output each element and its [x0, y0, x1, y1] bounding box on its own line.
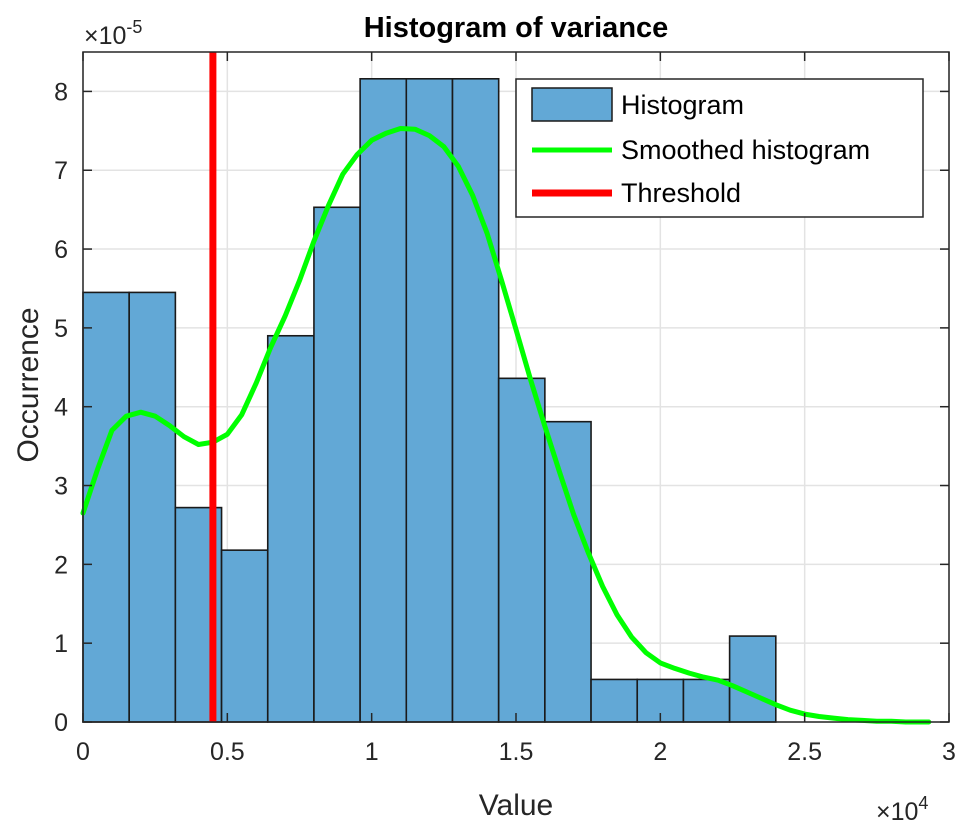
- histogram-bar: [590, 678, 639, 723]
- x-tick-label: 3: [942, 738, 956, 766]
- histogram-bar: [405, 78, 454, 723]
- histogram-bar: [359, 78, 408, 723]
- y-tick-label: 7: [54, 157, 68, 185]
- smoothed-histogram-line: [80, 126, 932, 725]
- histogram-bar: [220, 549, 269, 723]
- x-tick-label: 1: [365, 738, 379, 766]
- y-tick-label: 8: [54, 78, 68, 106]
- histogram-bar: [82, 291, 130, 723]
- y-tick-label: 5: [54, 315, 68, 343]
- y-tick-label: 4: [54, 394, 68, 422]
- histogram-bar: [313, 206, 361, 723]
- x-multiplier: ×104: [876, 793, 928, 825]
- histogram-bar: [636, 678, 685, 723]
- x-tick-labels: 0 0.5 1 1.5 2 2.5 3: [76, 738, 956, 766]
- legend-label-histogram: Histogram: [621, 90, 744, 120]
- histogram-bar: [728, 635, 777, 723]
- chart-title: Histogram of variance: [364, 12, 669, 44]
- legend-label-threshold: Threshold: [621, 178, 741, 208]
- y-axis-label: Occurrence: [12, 307, 45, 462]
- y-tick-labels: 0 1 2 3 4 5 6 7 8: [54, 78, 68, 737]
- legend: Histogram Smoothed histogram Threshold: [515, 78, 924, 218]
- chart-lines: [80, 52, 932, 725]
- tick-marks: [82, 52, 950, 723]
- histogram-bars: [82, 78, 777, 723]
- y-tick-label: 1: [54, 630, 68, 658]
- x-tick-label: 2.5: [787, 738, 822, 766]
- x-tick-label: 0: [76, 738, 90, 766]
- x-tick-label: 0.5: [210, 738, 245, 766]
- legend-label-smoothed: Smoothed histogram: [621, 135, 870, 165]
- histogram-bar: [544, 420, 592, 723]
- histogram-bar: [128, 291, 177, 723]
- x-tick-label: 2: [653, 738, 667, 766]
- y-tick-label: 3: [54, 473, 68, 501]
- y-tick-label: 0: [54, 709, 68, 737]
- histogram-bar: [266, 334, 315, 723]
- x-axis-label: Value: [479, 789, 554, 822]
- y-multiplier: ×10-5: [84, 17, 142, 50]
- histogram-bar: [497, 377, 546, 723]
- x-tick-label: 1.5: [499, 738, 534, 766]
- histogram-bar: [451, 78, 500, 723]
- y-tick-label: 6: [54, 236, 68, 264]
- legend-swatch-histogram: [531, 87, 613, 122]
- histogram-bar: [682, 678, 731, 723]
- y-tick-label: 2: [54, 551, 68, 579]
